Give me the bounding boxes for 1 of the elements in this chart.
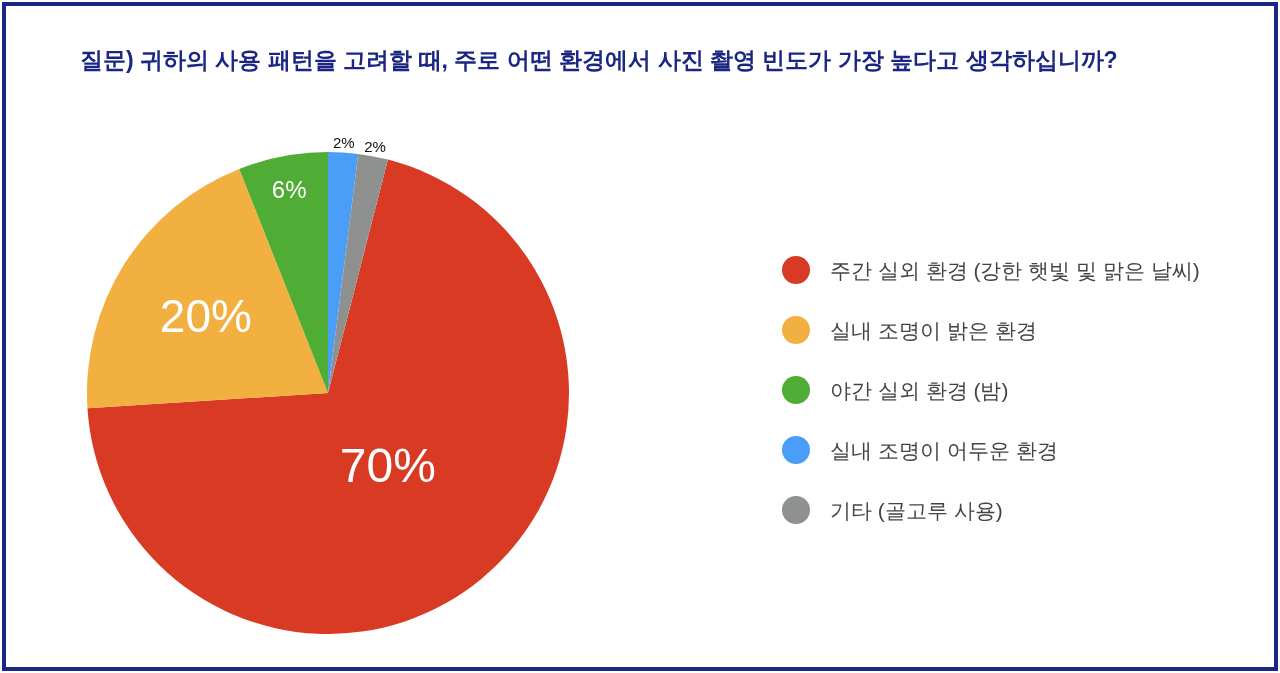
title: 질문) 귀하의 사용 패턴을 고려할 때, 주로 어떤 환경에서 사진 촬영 빈도가 가장 높다고 생각하십니까? [80, 47, 1118, 73]
